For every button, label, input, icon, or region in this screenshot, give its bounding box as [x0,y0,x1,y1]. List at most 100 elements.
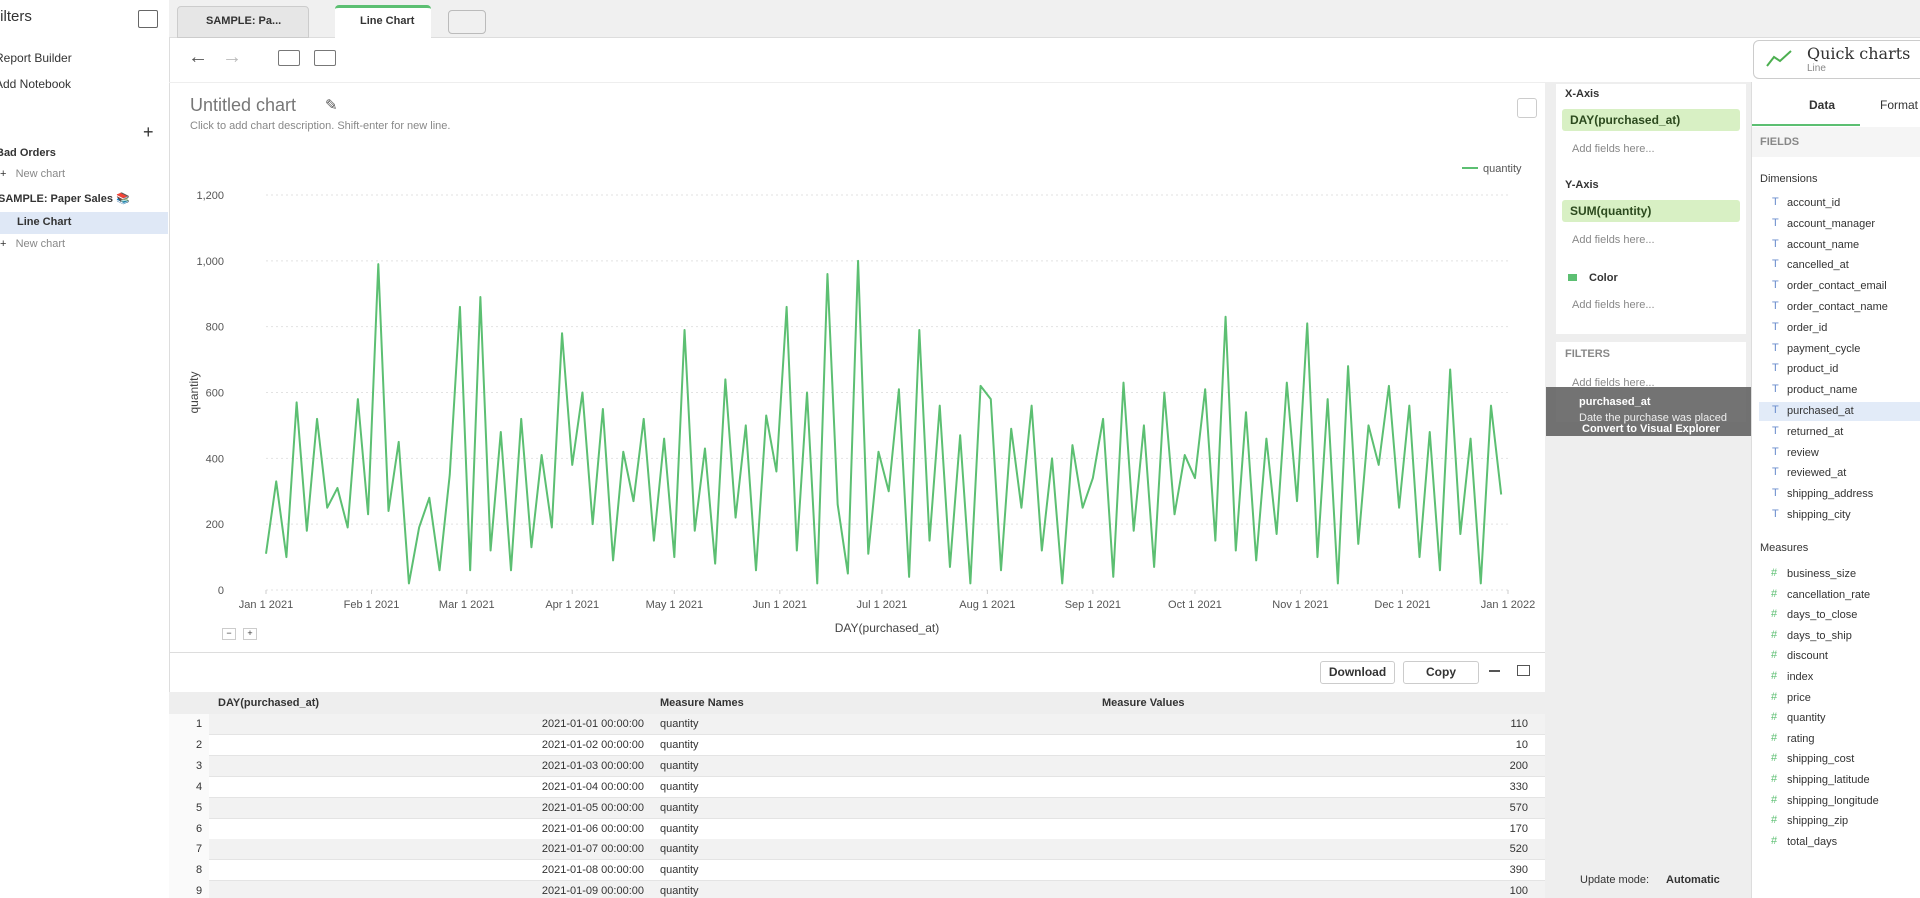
minimize-button[interactable] [1489,670,1500,672]
edit-icon[interactable]: ✎ [325,97,338,114]
measure-field[interactable]: rating [1787,732,1815,745]
placeholder[interactable]: Add fields here... [1572,143,1655,155]
cell-measure: quantity [660,759,699,772]
dimension-field[interactable]: account_name [1787,238,1860,251]
tab-label[interactable]: Line Chart [360,15,415,27]
measure-field[interactable]: discount [1787,650,1828,663]
x-tick-label: Jan 1 2022 [1481,599,1535,611]
measure-field[interactable]: shipping_zip [1787,815,1849,828]
copy-button[interactable]: Copy [1403,661,1479,684]
selected-chart[interactable]: Line Chart [17,216,72,228]
dimension-field[interactable]: order_contact_name [1787,301,1888,313]
tab[interactable] [177,6,309,38]
chart-title[interactable]: Untitled chart [190,95,297,115]
placeholder[interactable]: Add fields here... [1572,377,1655,389]
update-mode[interactable]: Automatic [1666,874,1720,886]
tab-label[interactable]: SAMPLE: Pa... [206,15,282,27]
measure-field[interactable]: total_days [1787,835,1838,848]
sidebar-title: Filters [0,8,32,25]
back-button[interactable]: ← [188,46,208,68]
chart-subtitle[interactable]: Click to add chart description. Shift-en… [190,120,451,132]
measure-field[interactable]: shipping_latitude [1787,774,1870,786]
panel-tab[interactable]: Data [1809,98,1836,112]
new-tab[interactable] [448,10,486,34]
dimension-field[interactable]: cancelled_at [1787,259,1849,272]
dimension-field[interactable]: reviewed_at [1787,467,1847,480]
group-label[interactable]: Bad Orders [0,147,56,159]
row-index: 8 [196,864,203,877]
field-highlight [1759,402,1920,421]
dimension-field[interactable]: account_manager [1787,217,1876,230]
selected-row[interactable] [0,212,168,234]
new-chart[interactable]: + New chart [0,168,66,180]
field-icon: T [1772,424,1779,437]
fields-header [1752,127,1920,157]
measure-field[interactable]: index [1787,671,1814,683]
field-icon: # [1771,567,1778,579]
group-label[interactable]: SAMPLE: Paper Sales 📚 [0,193,130,205]
y-field-pill[interactable]: SUM(quantity) [1562,200,1740,222]
cell-measure: quantity [660,885,699,898]
x-tick-label: Nov 1 2021 [1272,599,1328,611]
dimension-field[interactable]: returned_at [1787,425,1844,438]
table-row [209,776,1545,798]
dimension-field[interactable]: review [1787,446,1819,459]
x-tick-label: Jun 1 2021 [753,599,807,611]
placeholder[interactable]: Add fields here... [1572,234,1655,246]
column-header[interactable]: Measure Values [1102,697,1185,709]
zoom-out[interactable]: − [222,628,236,640]
tooltip-action[interactable]: Convert to Visual Explorer [1582,423,1720,435]
tab-underline [1752,124,1860,126]
dimension-field[interactable]: account_id [1787,197,1841,209]
y-tick-label: 1,000 [196,256,224,268]
menu-item[interactable]: Report Builder [0,51,72,65]
measure-field[interactable]: quantity [1787,712,1826,725]
panel-tab[interactable]: Format [1880,98,1919,112]
settings-button[interactable] [1517,98,1537,118]
cell-value: 390 [1509,864,1528,877]
column-header[interactable]: DAY(purchased_at) [218,697,320,709]
sidebar [0,0,170,898]
dimension-field[interactable]: order_contact_email [1787,280,1887,293]
field-icon: # [1771,834,1778,847]
measure-field[interactable]: cancellation_rate [1787,588,1871,601]
cell-value: 520 [1509,843,1528,856]
x-tick-label: Jan 1 2021 [239,599,293,611]
measure-field[interactable]: shipping_longitude [1787,794,1879,807]
cell-date: 2021-01-01 00:00:00 [541,718,644,730]
zoom-in[interactable]: + [243,628,257,640]
dimension-field[interactable]: shipping_address [1787,488,1874,501]
dimension-field[interactable]: shipping_city [1787,509,1851,521]
measure-field[interactable]: price [1787,691,1811,704]
dimension-field[interactable]: purchased_at [1787,405,1854,417]
menu-item[interactable]: Add Notebook [0,77,72,91]
dimension-field[interactable]: product_id [1787,363,1839,376]
column-header[interactable]: Measure Names [660,697,744,709]
dimension-field[interactable]: payment_cycle [1787,342,1861,355]
measure-field[interactable]: days_to_close [1787,609,1858,622]
y-tick-label: 1,200 [196,190,224,202]
x-tick-label: Apr 1 2021 [545,599,599,611]
forward-button[interactable]: → [222,46,242,68]
field-icon: T [1772,196,1779,208]
toolbar-icon[interactable] [278,50,300,66]
collapse-button[interactable] [138,10,158,28]
x-field-pill[interactable]: DAY(purchased_at) [1562,109,1740,131]
tab-active[interactable] [335,5,431,40]
measure-field[interactable]: business_size [1787,568,1857,580]
measure-field[interactable]: days_to_ship [1787,629,1852,642]
new-chart[interactable]: + New chart [0,238,66,250]
row-index: 6 [196,822,203,835]
dimension-field[interactable]: order_id [1787,321,1828,334]
placeholder[interactable]: Add fields here... [1572,299,1655,311]
dimension-field[interactable]: product_name [1787,384,1858,397]
maximize-button[interactable] [1517,665,1530,676]
row-index: 5 [196,801,203,814]
toolbar-icon[interactable] [314,50,336,66]
add-button[interactable]: + [143,122,154,142]
row-index: 2 [196,738,203,751]
measure-field[interactable]: shipping_cost [1787,753,1855,766]
row-index: 1 [196,718,203,730]
download-button[interactable]: Download [1320,661,1395,684]
new-chart-label: New chart [15,168,66,180]
